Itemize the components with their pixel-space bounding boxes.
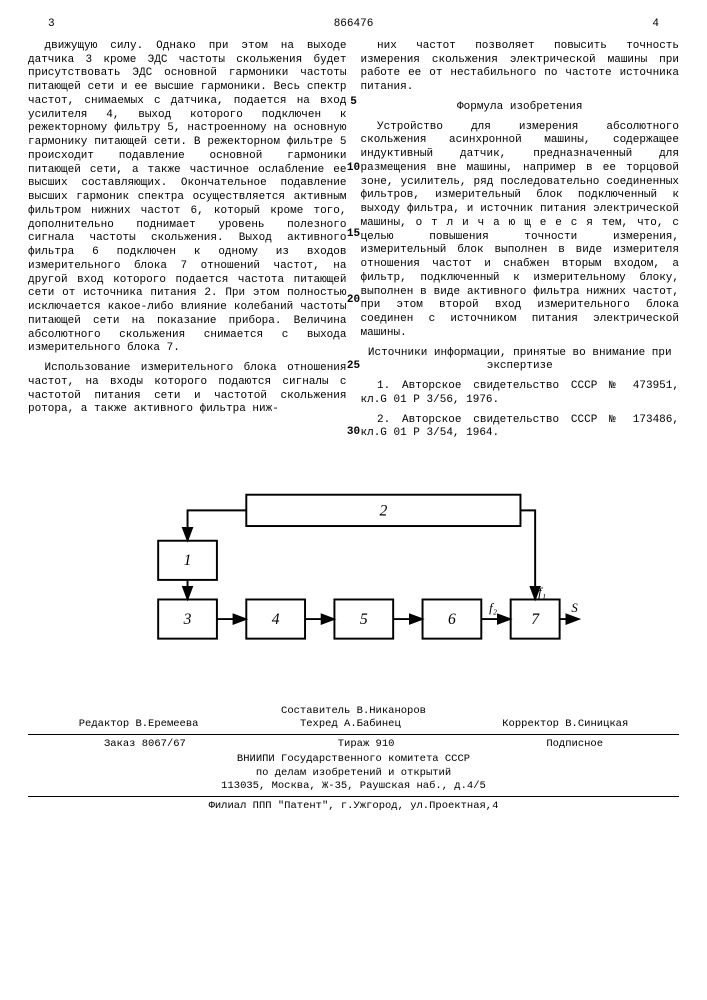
techred: Техред А.Бабинец	[300, 718, 401, 731]
right-page-number: 4	[652, 18, 659, 32]
line-number: 30	[347, 426, 360, 440]
diagram-block-label: 4	[271, 611, 279, 628]
patent-page: 3 866476 4 5 10 15 20 25 30 движущую сил…	[0, 0, 707, 833]
order-number: Заказ 8067/67	[104, 738, 186, 751]
body-paragraph: них частот позволяет повысить точность и…	[361, 40, 680, 95]
body-paragraph: Использование измерительного блока отнош…	[28, 362, 347, 417]
diagram-block-label: 5	[359, 611, 367, 628]
left-page-number: 3	[48, 18, 55, 32]
sources-title: Источники информации, принятые во вниман…	[361, 347, 680, 375]
diagram-block-label: 1	[183, 552, 191, 569]
footer-credits: Редактор В.Еремеева Техред А.Бабинец Кор…	[28, 718, 679, 731]
line-number: 25	[347, 360, 360, 374]
footer-order-row: Заказ 8067/67 Тираж 910 Подписное	[28, 738, 679, 751]
footer: Составитель В.Никаноров Редактор В.Ереме…	[28, 705, 679, 813]
line-number: 5	[350, 96, 357, 110]
body-paragraph: Устройство для измерения абсолютного ско…	[361, 121, 680, 341]
block-diagram: 1 2 3 4 5 6 7 f₁ f₂ S	[119, 475, 589, 675]
tirage: Тираж 910	[338, 738, 395, 751]
divider	[28, 796, 679, 797]
organization: по делам изобретений и открытий	[28, 767, 679, 780]
organization: ВНИИПИ Государственного комитета СССР	[28, 753, 679, 766]
diagram-edge	[520, 510, 535, 599]
diagram-signal-label: S	[571, 601, 578, 615]
reference-item: 2. Авторское свидетельство СССР № 173486…	[361, 414, 680, 442]
right-column: них частот позволяет повысить точность и…	[361, 40, 680, 447]
reference-item: 1. Авторское свидетельство СССР № 473951…	[361, 380, 680, 408]
section-title-formula: Формула изобретения	[361, 101, 680, 115]
line-number: 15	[347, 228, 360, 242]
diagram-block-label: 3	[182, 611, 191, 628]
diagram-edge	[187, 510, 246, 540]
diagram-signal-label: f₁	[538, 586, 546, 600]
diagram-block-label: 2	[379, 502, 387, 519]
editor: Редактор В.Еремеева	[79, 718, 199, 731]
body-paragraph: движущую силу. Однако при этом на выходе…	[28, 40, 347, 356]
patent-number: 866476	[55, 18, 653, 32]
page-header: 3 866476 4	[28, 18, 679, 32]
branch: Филиал ППП "Патент", г.Ужгород, ул.Проек…	[28, 800, 679, 813]
left-column: движущую силу. Однако при этом на выходе…	[28, 40, 347, 447]
divider	[28, 734, 679, 735]
compiler: Составитель В.Никаноров	[28, 705, 679, 718]
diagram-signal-label: f₂	[489, 601, 498, 615]
diagram-svg: 1 2 3 4 5 6 7 f₁ f₂ S	[119, 475, 589, 675]
address: 113035, Москва, Ж-35, Раушская наб., д.4…	[28, 780, 679, 793]
line-number: 10	[347, 162, 360, 176]
diagram-block-label: 6	[448, 611, 456, 628]
diagram-block-label: 7	[531, 611, 540, 628]
corrector: Корректор В.Синицкая	[502, 718, 628, 731]
subscription: Подписное	[546, 738, 603, 751]
line-number: 20	[347, 294, 360, 308]
